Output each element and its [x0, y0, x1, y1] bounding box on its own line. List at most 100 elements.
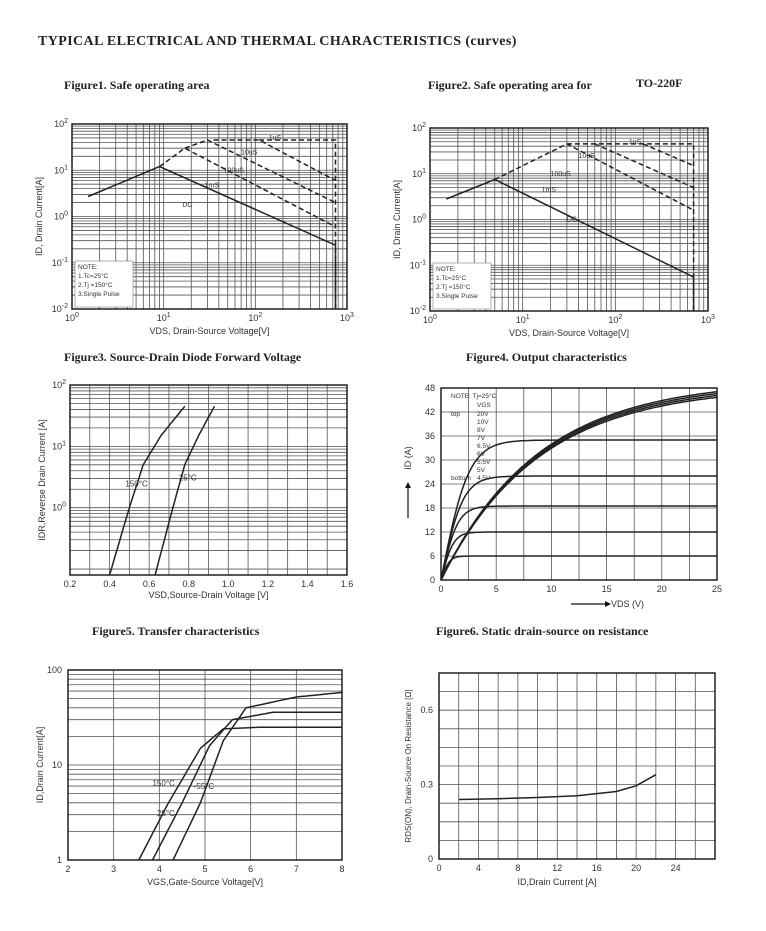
figure3-chart: 0.2 0.4 0.6 0.8 1.0 1.2 1.4 1.6 100 101 102 150°C 25… [37, 379, 354, 600]
series-label: DC [182, 202, 192, 209]
series-label: 100uS [224, 167, 245, 174]
x-tick-label: 5 [494, 584, 499, 594]
x-axis-label: VDS, Drain-Source Voltage[V] [509, 328, 629, 338]
figure2-chart: 100 101 102 103 10-2 10-1 100 101 102 1uS 10uS 100u… [392, 122, 715, 338]
legend-entry: 5.5V [477, 459, 491, 466]
y-axis-label: ID, Drain Current[A] [34, 177, 44, 256]
x-axis-label: VDS (V) [611, 599, 644, 609]
x-axis-arrowhead [605, 601, 611, 607]
x-tick-label: 101 [516, 314, 530, 325]
y-axis-arrowhead [405, 482, 411, 488]
note-line: 3.Single Pulse [436, 293, 478, 300]
series-label: 10uS [241, 149, 258, 156]
figure4-title: Figure4. Output characteristics [466, 350, 627, 364]
y-tick-label: 100 [47, 665, 62, 675]
series-100us [184, 139, 336, 204]
x-tick-label: 8 [339, 864, 344, 874]
plot-frame [69, 384, 348, 576]
plot-frame [71, 123, 348, 310]
series-vgs-6v [440, 475, 717, 581]
figure6-chart: 0 4 8 12 16 20 24 0 0.3 0.6 ID,Drain Current [A] RD… [404, 672, 716, 887]
y-tick-label: 18 [425, 503, 435, 513]
note-box [74, 260, 134, 308]
y-axis-label: RDS(ON), Drain-Source On Resistance [Ω] [404, 689, 413, 842]
y-tick-label: 36 [425, 431, 435, 441]
series-dc [87, 165, 337, 309]
y-tick-label: 0 [430, 575, 435, 585]
y-tick-label: 102 [412, 122, 426, 133]
x-tick-label: 0.4 [103, 579, 116, 589]
y-tick-label: 10-2 [410, 305, 426, 316]
x-tick-label: 4 [476, 863, 481, 873]
series-vgs-4.5v [440, 555, 717, 581]
legend-entry: 5V [477, 467, 486, 474]
series-label: DC [567, 217, 577, 224]
y-tick-label: 100 [412, 214, 426, 225]
series-label: 10uS [578, 153, 595, 160]
x-axis-label: VDS, Drain-Source Voltage[V] [149, 326, 269, 336]
y-axis-label: ID (A) [403, 446, 413, 470]
x-tick-label: 0.2 [64, 579, 77, 589]
note-line: 2.Tj =150°C [78, 281, 113, 289]
series-25c [154, 405, 216, 576]
x-tick-label: 20 [657, 584, 667, 594]
series-vgs-5v [440, 531, 717, 581]
y-tick-label: 10-1 [52, 257, 68, 268]
note-line: 2.Tj =150°C [436, 283, 471, 291]
y-tick-label: 10-2 [52, 303, 68, 314]
x-tick-label: 102 [248, 312, 262, 323]
series-vgs-6.5v [440, 439, 717, 581]
y-tick-label: 0 [428, 854, 433, 864]
x-tick-label: 103 [701, 314, 715, 325]
legend-entry: 8V [477, 427, 486, 434]
legend-bottom: bottom [451, 475, 471, 482]
figure1-title: Figure1. Safe operating area [64, 78, 210, 92]
series-label: 1uS [269, 135, 282, 142]
note-box [432, 262, 492, 310]
series-label: 1mS [205, 183, 220, 190]
x-tick-label: 16 [592, 863, 602, 873]
x-tick-label: 0.6 [143, 579, 156, 589]
legend-top: top [451, 411, 460, 418]
legend-entry: 7V [477, 435, 486, 442]
y-axis-label: IDR,Reverse Drain Current [A] [37, 419, 47, 541]
plot-frame [438, 672, 716, 860]
series-label: 25°C [179, 473, 197, 482]
note-line: NOTE: [436, 266, 456, 273]
note-line: 3.Single Pulse [78, 291, 120, 298]
series-label: 25°C [157, 809, 175, 818]
x-tick-label: 1.2 [262, 579, 275, 589]
series-label: 150°C [125, 480, 148, 489]
legend-entry: 10V [477, 419, 489, 426]
plot-frame [429, 127, 709, 312]
y-tick-label: 12 [425, 527, 435, 537]
figure2-title: Figure2. Safe operating area for [428, 78, 592, 92]
y-tick-label: 0.6 [420, 705, 433, 715]
y-tick-label: 100 [54, 211, 68, 222]
x-tick-label: 100 [65, 312, 79, 323]
y-axis-label: ID, Drain Current[A] [392, 180, 402, 259]
y-tick-label: 10-1 [410, 259, 426, 270]
y-tick-label: 1 [57, 855, 62, 865]
series-100us [594, 143, 694, 189]
figure3-title: Figure3. Source-Drain Diode Forward Volt… [64, 350, 302, 364]
x-tick-label: 101 [157, 312, 171, 323]
x-tick-label: 0 [436, 863, 441, 873]
y-tick-label: 101 [52, 440, 66, 451]
series-25c [151, 711, 342, 861]
x-tick-label: 5 [202, 864, 207, 874]
series-rdson [458, 774, 657, 801]
x-tick-label: 20 [631, 863, 641, 873]
x-tick-label: 0.8 [182, 579, 195, 589]
x-tick-label: 1.6 [341, 579, 354, 589]
series-1us [566, 143, 695, 311]
series-label: 150°C [152, 779, 175, 788]
y-tick-label: 24 [425, 479, 435, 489]
series-150c [138, 726, 342, 861]
figure2-title-extra: TO-220F [636, 76, 683, 90]
note-line: NOTE: [78, 264, 98, 271]
y-tick-label: 101 [54, 164, 68, 175]
legend-entry: 20V [477, 411, 489, 418]
legend-header: VGS [477, 402, 491, 409]
x-tick-label: 24 [671, 863, 681, 873]
